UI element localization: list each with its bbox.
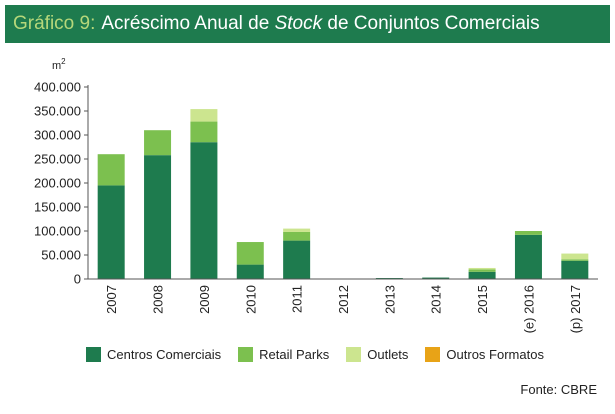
legend-label: Outros Formatos [446,346,544,362]
bar-segment [561,253,589,260]
bar-segment [190,121,218,143]
bar-segment [144,155,172,279]
bar-segment [514,231,542,235]
bar-segment [283,240,311,279]
x-tick-label: 2008 [151,285,166,314]
legend-label: Centros Comerciais [107,346,222,362]
bar-segment [97,154,125,186]
title-part-2: de Conjuntos Comerciais [327,13,540,34]
title-italic: Stock [274,13,323,34]
y-tick-label: 350.000 [34,104,81,119]
bar-segment [236,264,264,279]
legend-swatch [346,346,362,362]
x-tick-label: 2010 [243,285,258,314]
bar-segment [468,271,496,279]
y-tick-label: 0 [74,272,81,287]
bar-segment [236,242,264,265]
chart-title: Acréscimo Anual de Stock de Conjuntos Co… [101,13,539,35]
source-note: Fonte: CBRE [520,382,597,397]
bar-segment [97,185,125,279]
legend-swatch [238,346,254,362]
bar-segment [283,231,311,241]
bar-segment [468,269,496,272]
legend-item: Centros Comerciais [86,346,222,362]
bar-segment [422,277,450,279]
x-tick-label: 2011 [290,285,305,313]
bar-segment [514,234,542,279]
y-tick-label: 200.000 [34,176,81,191]
legend-item: Retail Parks [238,346,330,362]
y-axis-unit-superscript: 2 [61,57,66,66]
legend-swatch [86,346,101,362]
y-tick-label: 400.000 [34,80,81,95]
legend-label: Retail Parks [259,346,330,362]
title-part-1: Acréscimo Anual de [101,13,270,34]
y-tick-label: 300.000 [34,128,81,143]
y-axis-unit-label: m2 [52,57,66,72]
chart-title-bar: Gráfico 9: Acréscimo Anual de Stock de C… [5,5,610,43]
y-tick-label: 100.000 [34,224,81,239]
bar-segment [144,130,172,156]
x-tick-label: 2009 [197,285,212,314]
bar-segment [190,109,218,122]
bar-segment [190,142,218,279]
bar-segment [561,259,589,261]
y-tick-label: 50.000 [41,248,81,263]
y-tick-label: 150.000 [34,200,81,215]
x-tick-label: 2013 [382,285,397,314]
y-tick-label: 250.000 [34,152,81,167]
x-tick-label: (p) 2017 [568,285,583,333]
legend-swatch [425,346,441,362]
x-tick-label: 2015 [475,285,490,314]
legend-label: Outlets [367,346,409,362]
bar-segment [561,260,589,279]
legend-item: Outros Formatos [425,346,544,362]
bar-segment [283,228,311,232]
legend-item: Outlets [346,346,409,362]
stacked-bar-chart: m2 0 50.000 100.000 150.000 200.000 250.000 300… [34,57,598,333]
bar-segment [468,267,496,270]
chart-legend: Centros Comerciais Retail Parks Outlets Out… [86,343,561,365]
x-tick-label: (e) 2016 [521,285,536,333]
chart-number: Gráfico 9: [13,13,96,34]
x-tick-label: 2012 [336,285,351,314]
x-tick-label: 2014 [429,285,444,314]
x-tick-label: 2007 [104,285,119,314]
